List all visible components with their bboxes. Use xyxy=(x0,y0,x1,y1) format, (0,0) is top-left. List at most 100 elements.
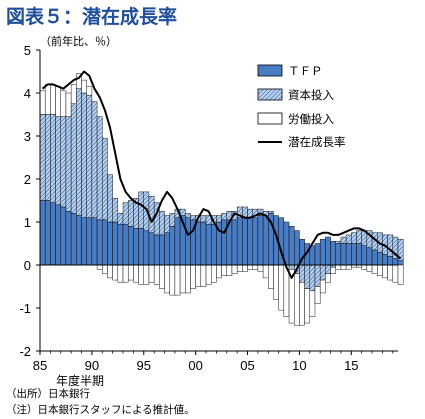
capital-bar xyxy=(351,232,357,244)
tfp-bar xyxy=(195,221,202,266)
labor-bar xyxy=(112,264,119,281)
tfp-bar xyxy=(112,221,119,266)
capital-bar xyxy=(96,116,103,221)
tfp-bar xyxy=(169,226,176,266)
labor-bar xyxy=(319,279,326,294)
tfp-bar xyxy=(50,202,56,266)
tfp-bar xyxy=(148,232,155,266)
capital-bar xyxy=(39,114,46,201)
capital-bar xyxy=(44,114,51,201)
labor-bar xyxy=(39,90,46,115)
labor-bar xyxy=(169,264,176,296)
y-tick-label: -2 xyxy=(19,344,31,359)
capital-bar xyxy=(268,211,274,214)
x-tick-label: 90 xyxy=(85,358,99,373)
y-tick-label: 2 xyxy=(24,172,31,187)
tfp-bar xyxy=(86,217,93,266)
capital-bar xyxy=(159,211,165,236)
tfp-bar xyxy=(325,236,331,266)
labor-bar xyxy=(210,264,217,283)
tfp-bar xyxy=(81,217,87,266)
tfp-bar xyxy=(319,238,326,266)
capital-bar xyxy=(179,208,186,216)
labor-bar xyxy=(164,264,170,294)
tfp-bar xyxy=(377,251,383,266)
tfp-bar xyxy=(397,260,404,266)
tfp-bar xyxy=(76,215,82,266)
tfp-bar xyxy=(127,226,134,266)
capital-bar xyxy=(70,103,77,214)
x-tick-label: 85 xyxy=(33,358,47,373)
y-tick-label: -1 xyxy=(19,301,31,316)
tfp-bar xyxy=(288,226,295,266)
capital-bar xyxy=(65,116,72,212)
labor-bar xyxy=(314,286,321,304)
labor-bar xyxy=(153,264,160,285)
labor-bar xyxy=(226,264,233,276)
tfp-bar xyxy=(382,254,388,266)
footnote: （注）日本銀行スタッフによる推計値。 xyxy=(6,404,195,416)
labor-bar xyxy=(330,266,336,274)
labor-bar xyxy=(392,264,399,283)
labor-bar xyxy=(122,264,129,283)
tfp-bar xyxy=(361,245,368,266)
source-note: （出所）日本銀行 xyxy=(6,388,90,400)
tfp-bar xyxy=(247,217,253,266)
capital-bar xyxy=(387,234,394,257)
tfp-bar xyxy=(351,243,357,266)
tfp-bar xyxy=(242,217,248,266)
tfp-bar xyxy=(96,219,103,266)
tfp-bar xyxy=(44,200,51,266)
labor-bar xyxy=(231,264,238,274)
labor-bar xyxy=(340,264,347,270)
tfp-bar xyxy=(392,258,399,266)
labor-bar xyxy=(247,264,253,270)
labor-bar xyxy=(309,290,316,317)
tfp-bar xyxy=(387,256,394,266)
labor-bar xyxy=(361,264,368,270)
legend-label-potential-growth: 潜在成長率 xyxy=(288,135,346,149)
labor-bar xyxy=(107,264,113,279)
tfp-bar xyxy=(164,232,170,266)
labor-bar xyxy=(148,264,155,283)
tfp-bar xyxy=(283,221,290,266)
labor-bar xyxy=(190,264,196,289)
labor-bar xyxy=(278,264,285,311)
x-tick-label: 05 xyxy=(240,358,254,373)
labor-bar xyxy=(273,264,279,300)
capital-bar xyxy=(309,264,316,292)
labor-bar xyxy=(299,281,305,326)
labor-bar xyxy=(50,84,56,115)
capital-bar xyxy=(76,88,82,216)
capital-bar xyxy=(148,195,155,233)
tfp-bar xyxy=(138,228,144,266)
tfp-bar xyxy=(262,215,269,266)
tfp-bar xyxy=(122,223,129,266)
labor-bar xyxy=(143,264,150,285)
tfp-bar xyxy=(366,247,373,266)
capital-bar xyxy=(102,137,108,221)
capital-bar xyxy=(86,94,93,218)
capital-bar xyxy=(81,92,87,218)
labor-bar xyxy=(366,264,373,272)
capital-bar xyxy=(221,213,228,221)
y-unit-label: （前年比、％） xyxy=(40,35,117,48)
labor-bar xyxy=(96,264,103,270)
tfp-bar xyxy=(133,228,139,266)
capital-bar xyxy=(299,264,305,283)
legend-swatch-labor xyxy=(257,112,283,125)
tfp-bar xyxy=(205,223,212,266)
labor-bar xyxy=(174,264,181,296)
labor-bar xyxy=(200,264,207,287)
capital-bar xyxy=(356,230,362,244)
chart-title: 図表５：潜在成長率 xyxy=(6,6,178,28)
x-axis-title: 年度半期 xyxy=(56,374,105,388)
capital-bar xyxy=(107,174,113,223)
labor-bar xyxy=(159,264,165,289)
labor-bar xyxy=(127,264,134,281)
y-tick-label: 0 xyxy=(24,258,31,273)
tfp-bar xyxy=(330,241,336,266)
capital-bar xyxy=(304,264,311,289)
